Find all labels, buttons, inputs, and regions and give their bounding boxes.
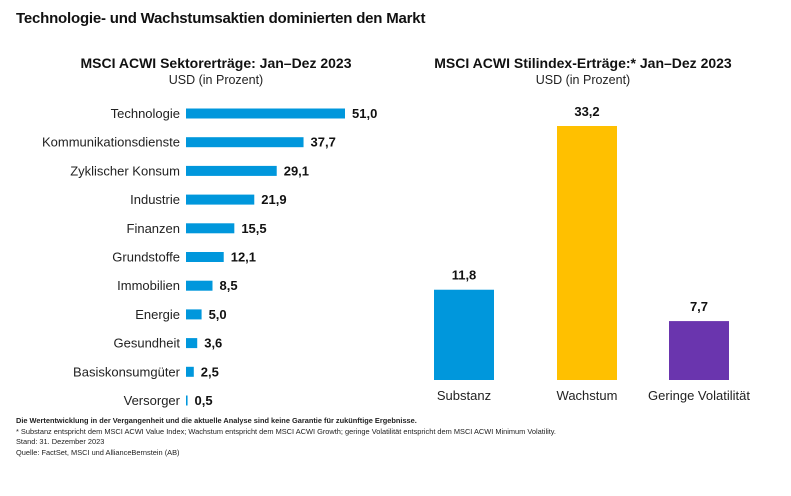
sector-value-label: 2,5 <box>201 364 219 379</box>
sector-category-label: Basiskonsumgüter <box>73 364 181 379</box>
style-bar <box>557 126 617 380</box>
sector-chart-subtitle: USD (in Prozent) <box>168 73 264 87</box>
sector-value-label: 0,5 <box>195 393 213 408</box>
footer: Die Wertentwicklung in der Vergangenheit… <box>16 416 776 458</box>
sector-bar <box>186 338 198 349</box>
style-value-label: 33,2 <box>574 104 599 119</box>
sector-value-label: 29,1 <box>284 163 309 178</box>
sector-category-label: Gesundheit <box>114 336 181 351</box>
sector-category-label: Technologie <box>111 106 180 121</box>
sector-value-label: 51,0 <box>352 106 377 121</box>
sector-category-label: Immobilien <box>117 278 180 293</box>
sector-value-label: 37,7 <box>311 135 336 150</box>
style-category-label: Substanz <box>437 388 491 403</box>
sector-category-label: Grundstoffe <box>112 250 180 265</box>
style-chart-subtitle: USD (in Prozent) <box>535 73 631 87</box>
sector-value-label: 8,5 <box>220 278 238 293</box>
sector-category-label: Finanzen <box>127 221 180 236</box>
sector-bar <box>186 108 345 119</box>
sector-bar <box>186 309 202 320</box>
style-bar <box>434 289 494 380</box>
sector-chart-title: MSCI ACWI Sektorerträge: Jan–Dez 2023 <box>80 55 352 71</box>
sector-category-label: Zyklischer Konsum <box>70 163 180 178</box>
sector-category-label: Industrie <box>130 192 180 207</box>
sector-bar <box>186 280 213 291</box>
style-value-label: 11,8 <box>452 268 477 283</box>
footer-source: Quelle: FactSet, MSCI und AllianceBernst… <box>16 447 180 457</box>
sector-category-label: Energie <box>135 307 180 322</box>
style-category-label: Geringe Volatilität <box>648 388 750 403</box>
page-title: Technologie- und Wachstumsaktien dominie… <box>16 10 426 27</box>
sector-bar <box>186 194 255 205</box>
sector-bar <box>186 252 224 262</box>
charts-canvas: Technologie 51,0 Kommunikationsdienste 37,7… <box>42 104 750 408</box>
style-value-label: 7,7 <box>690 299 708 314</box>
sector-value-label: 3,6 <box>204 336 222 351</box>
sector-bar <box>186 366 194 377</box>
sector-category-label: Versorger <box>124 393 181 408</box>
sector-value-label: 5,0 <box>209 307 227 322</box>
style-category-label: Wachstum <box>557 388 618 403</box>
sector-category-label: Kommunikationsdienste <box>42 135 180 150</box>
footer-date: Stand: 31. Dezember 2023 <box>16 437 105 447</box>
style-chart-title: MSCI ACWI Stilindex-Erträge:* Jan–Dez 20… <box>434 55 732 71</box>
sector-value-label: 12,1 <box>231 250 256 265</box>
sector-bar <box>186 395 188 406</box>
sector-value-label: 21,9 <box>261 192 286 207</box>
style-bar <box>669 321 729 380</box>
sector-bar <box>186 137 304 148</box>
sector-bar <box>186 165 277 176</box>
footer-disclaimer: Die Wertentwicklung in der Vergangenheit… <box>16 416 417 425</box>
sector-bar <box>186 223 235 234</box>
footer-note: * Substanz entspricht dem MSCI ACWI Valu… <box>16 426 556 436</box>
sector-value-label: 15,5 <box>241 221 266 236</box>
